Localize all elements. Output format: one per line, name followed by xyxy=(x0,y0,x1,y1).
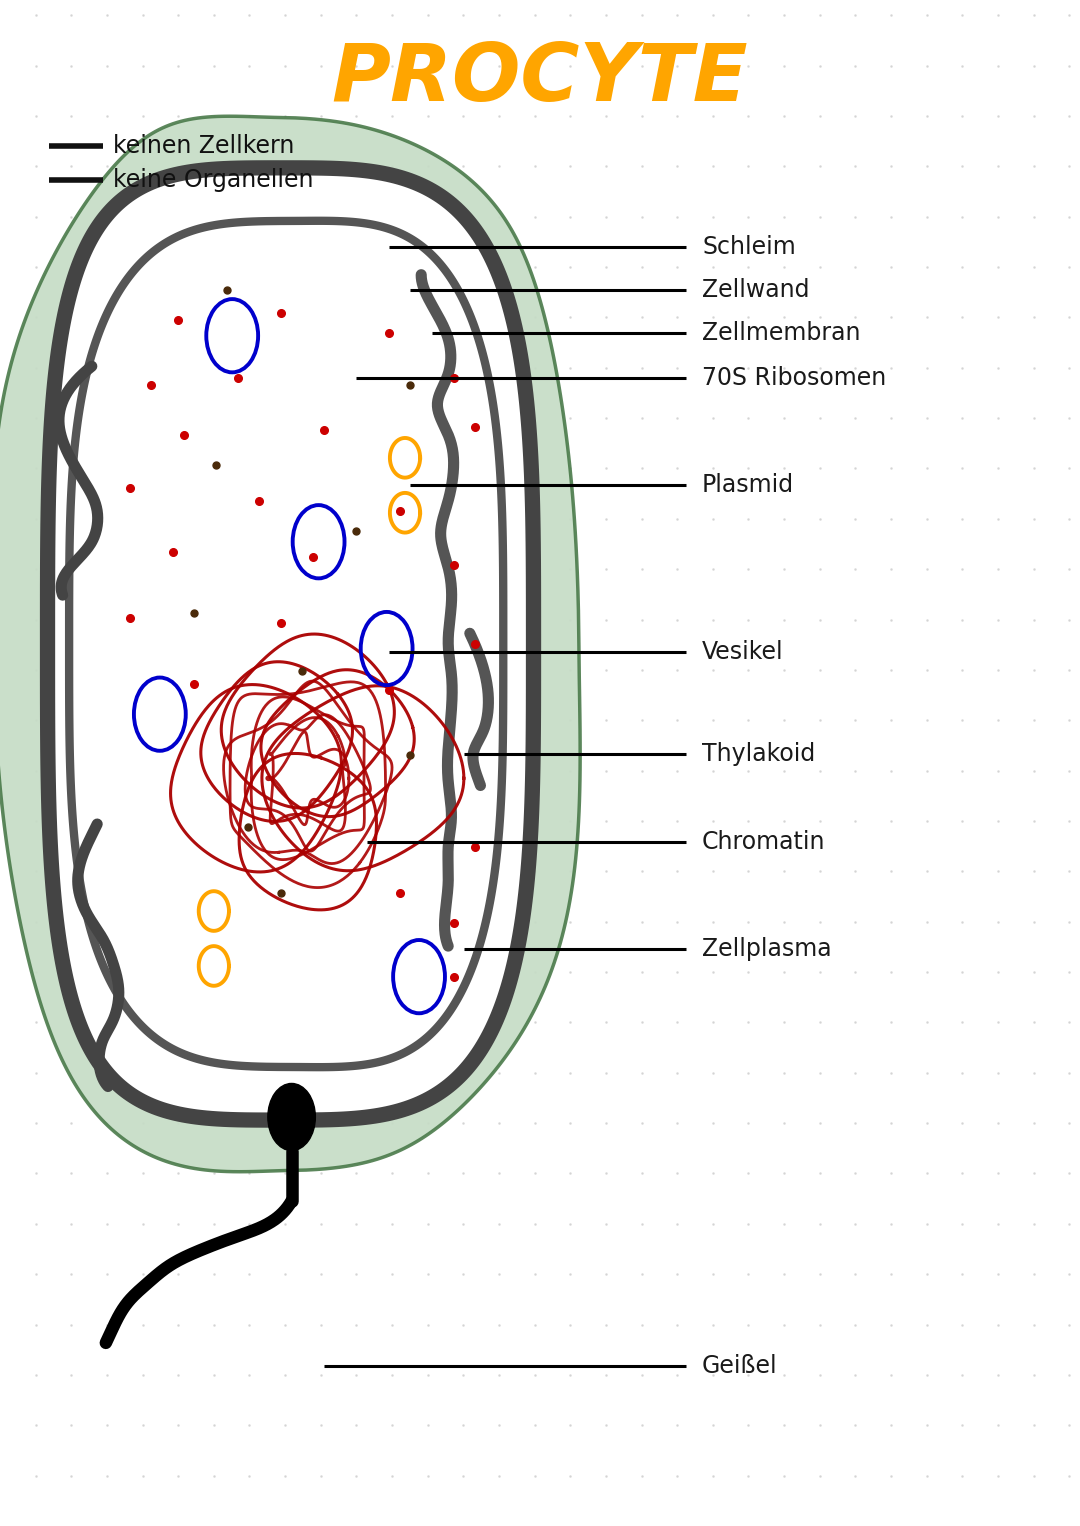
Text: 70S Ribosomen: 70S Ribosomen xyxy=(702,366,887,391)
Text: PROCYTE: PROCYTE xyxy=(332,40,748,119)
Text: Plasmid: Plasmid xyxy=(702,473,794,497)
Text: keinen Zellkern: keinen Zellkern xyxy=(113,134,295,159)
Text: Vesikel: Vesikel xyxy=(702,639,784,664)
Circle shape xyxy=(268,1083,315,1151)
Text: Thylakoid: Thylakoid xyxy=(702,742,815,766)
Text: keine Organellen: keine Organellen xyxy=(113,168,314,192)
Text: Schleim: Schleim xyxy=(702,235,796,259)
Polygon shape xyxy=(48,168,534,1120)
Polygon shape xyxy=(0,116,580,1172)
Text: Zellplasma: Zellplasma xyxy=(702,937,832,961)
Text: Geißel: Geißel xyxy=(702,1354,778,1378)
Text: Zellmembran: Zellmembran xyxy=(702,320,861,345)
Text: Chromatin: Chromatin xyxy=(702,830,825,855)
Text: Zellwand: Zellwand xyxy=(702,278,810,302)
Polygon shape xyxy=(69,221,503,1067)
